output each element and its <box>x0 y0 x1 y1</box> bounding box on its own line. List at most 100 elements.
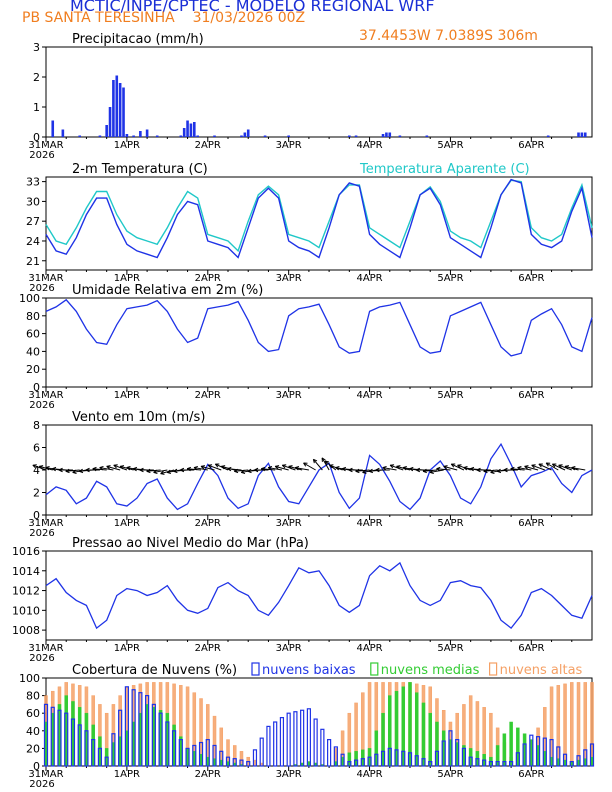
panel-temp: 21 24 27 30 33 31MAR 1APR 2APR 3APR 4APR 5APR 6APR 2… <box>26 162 593 294</box>
wind-arrow <box>227 468 242 471</box>
cloud-low-bar <box>394 749 399 767</box>
x-year-label: 2026 <box>29 779 54 790</box>
x-tick-label: 2APR <box>195 390 221 401</box>
x-year-label: 2026 <box>29 653 54 664</box>
y-tick-label: 21 <box>26 255 40 268</box>
y-tick-label: 2 <box>33 487 40 500</box>
precip-bar <box>108 107 112 137</box>
precip-bar <box>577 132 580 137</box>
cloud-low-bar <box>562 753 568 767</box>
legend-label-high: nuvens altas <box>500 663 583 678</box>
wind-arrow <box>261 468 276 471</box>
wind-arrowhead <box>294 465 300 471</box>
precip-bar <box>78 135 82 137</box>
wind-arrow <box>552 463 566 471</box>
cloud-low-bar <box>111 733 116 767</box>
precip-bar <box>196 135 199 137</box>
cloud-low-bar <box>374 753 379 767</box>
x-tick-label: 3APR <box>276 390 302 401</box>
wind-arrow <box>92 468 107 471</box>
cloud-low-bar <box>192 744 197 767</box>
wind-arrowhead <box>173 468 178 474</box>
wind-arrowhead <box>139 467 144 473</box>
panel-title: Vento em 10m (m/s) <box>72 410 205 425</box>
wind-arrowhead <box>132 466 138 472</box>
cloud-low-bar <box>43 703 49 767</box>
wind-arrowhead <box>180 467 185 473</box>
cloud-low-bar <box>414 755 419 767</box>
wind-arrow <box>538 463 552 471</box>
wind-arrowhead <box>113 464 118 469</box>
y-tick-label: 20 <box>26 363 40 376</box>
wind-arrow <box>451 463 465 471</box>
cloud-high-bar <box>570 682 574 767</box>
cloud-low-bar <box>556 746 561 767</box>
y-tick-label: 100 <box>19 292 40 305</box>
panel-title: Cobertura de Nuvens (%) <box>72 663 237 678</box>
cloud-low-bar <box>535 736 541 767</box>
cloud-low-bar <box>434 750 440 767</box>
x-tick-label: 6APR <box>518 390 544 401</box>
wind-arrowhead <box>58 467 63 473</box>
y-tick-label: 0 <box>33 760 40 773</box>
wind-arrowhead <box>234 468 239 474</box>
wind-arrowhead <box>564 465 570 470</box>
x-tick-label: 1APR <box>114 518 140 529</box>
precip-bar <box>125 134 129 137</box>
cloud-high-bar <box>576 682 581 767</box>
wind-arrowhead <box>254 467 259 473</box>
wind-arrowhead <box>227 466 232 472</box>
wind-arrow <box>483 469 498 472</box>
cloud-low-bar <box>333 746 338 767</box>
cloud-low-bar <box>576 755 581 767</box>
panel-wind: 0 2 4 6 8 31MAR 1APR 2APR 3APR 4APR 5APR 6APR 2026 Ve… <box>28 410 593 539</box>
wind-arrowhead <box>416 467 421 473</box>
panel-frame <box>45 46 593 138</box>
wind-arrow <box>510 468 525 471</box>
cloud-low-bar <box>306 708 311 767</box>
wind-arrow <box>153 469 168 473</box>
legend-swatch-high <box>489 662 498 676</box>
cloud-low-bar <box>205 738 210 767</box>
temp-line <box>45 178 593 259</box>
y-tick-label: 60 <box>26 707 40 720</box>
x-tick-label: 6APR <box>518 140 544 151</box>
station-name: PB SANTA TERESINHA <box>22 10 175 26</box>
wind-arrowhead <box>166 469 172 475</box>
cloud-low-bar <box>407 752 413 767</box>
wind-arrow <box>99 467 114 471</box>
cloud-low-bar <box>246 760 251 767</box>
wind-arrow <box>65 469 80 472</box>
y-tick-label: 30 <box>26 195 40 208</box>
x-tick-label: 31MAR <box>28 273 63 284</box>
cloud-low-bar <box>340 753 345 767</box>
precip-bar <box>105 125 108 137</box>
cloud-mid-bar <box>509 721 513 767</box>
y-tick-label: 0 <box>33 509 40 522</box>
cloud-low-bar <box>502 760 507 767</box>
x-tick-label: 3APR <box>276 643 302 654</box>
wind-arrowhead <box>85 467 90 473</box>
precip-bar <box>246 129 250 137</box>
cloud-low-bar <box>529 734 534 767</box>
wind-arrowhead <box>321 457 326 462</box>
panel-title: Pressao ao Nivel Medio do Mar (hPa) <box>72 536 309 551</box>
x-tick-label: 6APR <box>518 643 544 654</box>
wind-arrowhead <box>65 468 70 474</box>
wind-arrowhead <box>193 465 198 471</box>
cloud-low-bar <box>286 712 291 767</box>
y-tick-label: 60 <box>26 328 40 341</box>
wind-arrow <box>32 464 47 471</box>
wind-arrow <box>146 469 161 472</box>
x-tick-label: 5APR <box>437 518 463 529</box>
x-tick-label: 3APR <box>276 273 302 284</box>
x-tick-label: 2APR <box>195 769 221 780</box>
wind-arrow <box>207 464 222 471</box>
wind-arrowhead <box>92 466 97 472</box>
panel-precip: 0 1 2 3 31MAR 1APR 2APR 3APR 4APR 5APR 6APR 2026 Pre… <box>28 32 593 161</box>
panel-frame <box>45 297 593 388</box>
wind-arrow <box>113 464 128 471</box>
wind-arrowhead <box>538 463 543 468</box>
y-tick-label: 0 <box>33 131 40 144</box>
wind-arrowhead <box>52 466 57 472</box>
